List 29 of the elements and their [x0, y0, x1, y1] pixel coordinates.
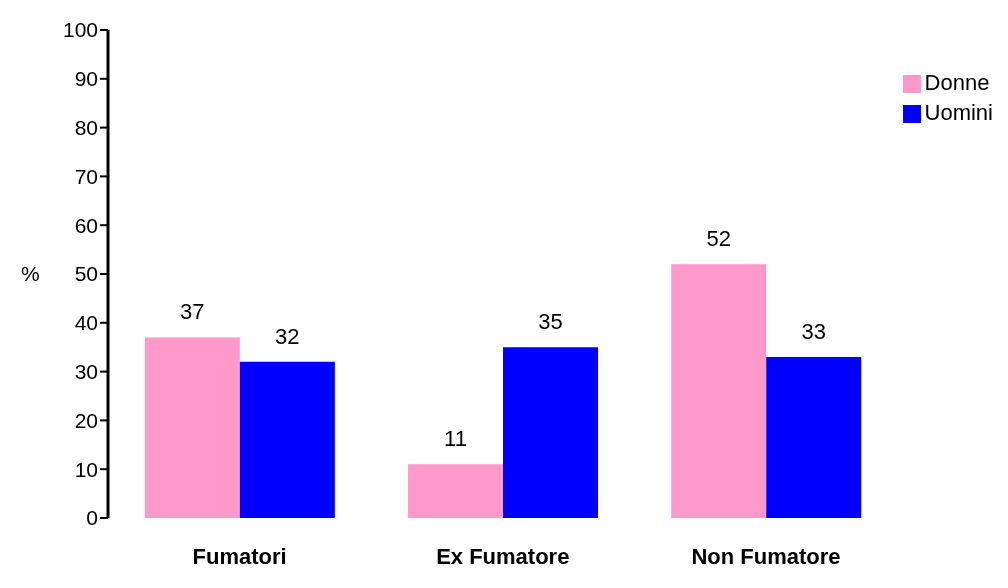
legend-label: Uomini	[924, 100, 993, 125]
y-axis-title: %	[21, 262, 40, 286]
bar	[503, 347, 599, 518]
y-tick-label: 20	[74, 408, 98, 432]
bar	[408, 464, 504, 518]
y-tick-label: 30	[74, 360, 98, 384]
y-tick-label: 70	[74, 164, 98, 188]
bar	[144, 337, 240, 518]
legend-label: Donne	[924, 70, 990, 95]
y-tick-label: 50	[74, 262, 98, 286]
y-tick-label: 100	[62, 18, 98, 42]
x-tick-label: Ex Fumatore	[436, 543, 570, 569]
data-label: 35	[538, 309, 563, 335]
y-tick-label: 0	[86, 506, 98, 530]
y-tick-label: 90	[74, 67, 98, 91]
y-tick-label: 10	[74, 457, 98, 481]
x-tick-label: Non Fumatore	[691, 543, 841, 569]
bar	[766, 356, 862, 518]
bar	[239, 361, 335, 518]
y-tick-label: 40	[74, 311, 98, 335]
data-label: 32	[275, 323, 300, 349]
y-tick-label: 60	[74, 213, 98, 237]
data-label: 52	[706, 226, 731, 252]
data-label: 11	[444, 426, 467, 452]
y-tick-label: 80	[74, 116, 98, 140]
data-label: 37	[180, 299, 205, 325]
bar	[671, 264, 767, 518]
x-tick-label: Fumatori	[192, 543, 287, 569]
data-label: 33	[801, 318, 826, 344]
